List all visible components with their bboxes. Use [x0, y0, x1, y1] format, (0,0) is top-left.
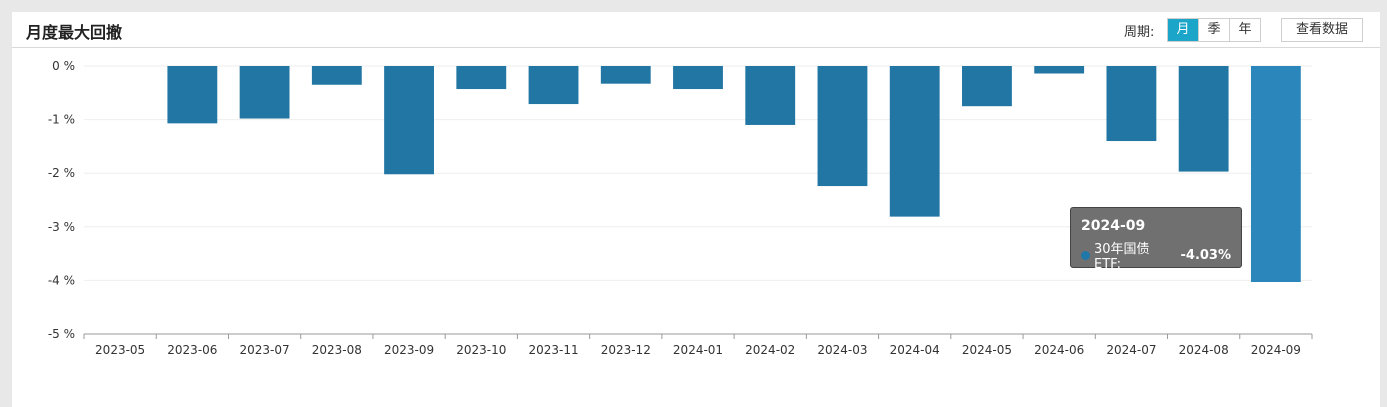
- period-label: 周期:: [1124, 25, 1155, 40]
- bar[interactable]: [673, 66, 723, 90]
- tooltip-series-label: 30年国债ETF:: [1094, 242, 1150, 272]
- x-tick-label: 2024-05: [962, 343, 1012, 357]
- y-tick-label: -5 %: [48, 327, 75, 341]
- bar[interactable]: [745, 66, 796, 125]
- x-tick-label: 2023-09: [384, 343, 434, 357]
- x-tick-label: 2024-04: [890, 343, 940, 357]
- x-tick-label: 2023-08: [312, 343, 362, 357]
- y-tick-label: -3 %: [48, 220, 75, 234]
- bar[interactable]: [167, 66, 218, 124]
- bar[interactable]: [962, 66, 1012, 107]
- x-tick-label: 2024-01: [673, 343, 723, 357]
- period-year-button[interactable]: 年: [1229, 19, 1260, 41]
- x-tick-label: 2023-07: [240, 343, 290, 357]
- x-tick-label: 2024-07: [1106, 343, 1156, 357]
- x-tick-label: 2023-11: [528, 343, 578, 357]
- x-tick-label: 2023-10: [456, 343, 506, 357]
- tooltip-row: 30年国债ETF: -4.03%: [1081, 238, 1231, 272]
- x-tick-label: 2023-05: [95, 343, 145, 357]
- x-tick-label: 2024-08: [1179, 343, 1229, 357]
- bar[interactable]: [1034, 66, 1085, 74]
- x-tick-label: 2024-06: [1034, 343, 1084, 357]
- series-dot-icon: [1081, 250, 1090, 260]
- period-month-button[interactable]: 月: [1168, 19, 1198, 41]
- bar[interactable]: [311, 66, 362, 85]
- x-tick-label: 2023-12: [601, 343, 651, 357]
- chart-tooltip: 2024-09 30年国债ETF: -4.03%: [1070, 207, 1242, 272]
- x-tick-label: 2023-06: [167, 343, 217, 357]
- bar[interactable]: [1106, 66, 1157, 142]
- y-tick-label: -2 %: [48, 166, 75, 180]
- bar[interactable]: [1178, 66, 1229, 172]
- bar[interactable]: [889, 66, 940, 217]
- period-quarter-button[interactable]: 季: [1198, 19, 1229, 41]
- x-tick-label: 2024-02: [745, 343, 795, 357]
- bar[interactable]: [1250, 66, 1301, 283]
- tooltip-title: 2024-09: [1081, 218, 1146, 234]
- y-tick-label: -1 %: [48, 113, 75, 127]
- bar[interactable]: [528, 66, 579, 105]
- bar[interactable]: [817, 66, 868, 187]
- view-data-button[interactable]: 查看数据: [1281, 18, 1363, 42]
- tooltip-value: -4.03%: [1180, 247, 1232, 263]
- bar[interactable]: [456, 66, 507, 90]
- y-tick-label: 0 %: [52, 59, 75, 73]
- chart-title: 月度最大回撤: [26, 23, 123, 42]
- x-tick-label: 2024-03: [817, 343, 867, 357]
- chart-panel: 月度最大回撤 周期: 月 季 年 查看数据 0 % -1 % -2 % -3 % -4 …: [12, 12, 1380, 407]
- bar-chart: 0 % -1 % -2 % -3 % -4 % -5 % 2023-05 2023-06 202…: [48, 59, 1313, 357]
- bar[interactable]: [239, 66, 290, 119]
- bar[interactable]: [600, 66, 651, 84]
- bar[interactable]: [384, 66, 434, 175]
- panel-header: 月度最大回撤 周期: 月 季 年 查看数据: [12, 12, 1380, 48]
- y-tick-label: -4 %: [48, 273, 75, 287]
- x-tick-label: 2024-09: [1251, 343, 1301, 357]
- period-selector: 月 季 年: [1167, 18, 1261, 42]
